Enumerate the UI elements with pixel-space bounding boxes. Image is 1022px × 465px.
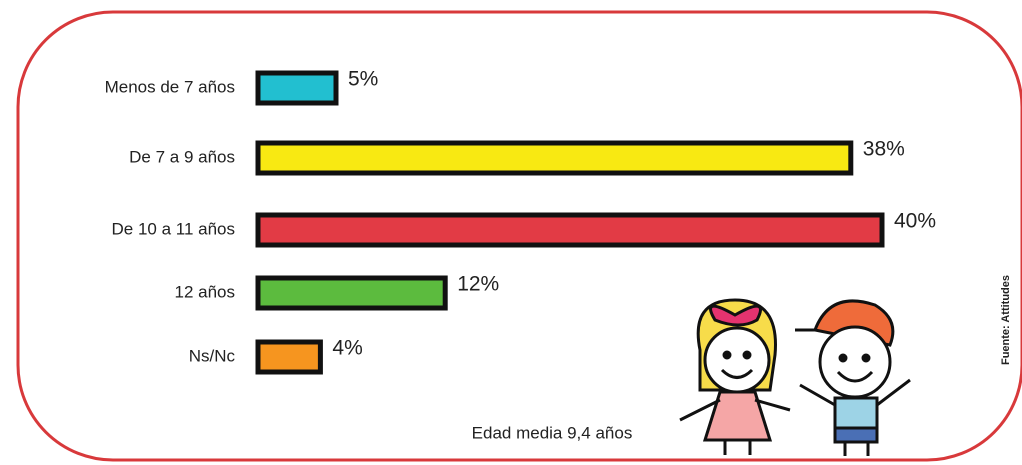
category-label: Menos de 7 años — [105, 77, 235, 96]
annotation: Edad media 9,4 años — [472, 423, 633, 442]
eye — [861, 353, 871, 363]
source: Fuente: Attitudes — [1000, 275, 1012, 365]
smile — [836, 370, 874, 383]
category-label: De 7 a 9 años — [129, 147, 235, 166]
eye — [742, 350, 752, 360]
boy-shirt — [833, 396, 879, 430]
girl-dress — [702, 390, 773, 442]
bar — [255, 70, 339, 106]
legs — [723, 440, 752, 455]
value-label: 5% — [348, 68, 378, 91]
legs — [843, 442, 870, 456]
bar — [255, 275, 448, 311]
bar — [255, 339, 323, 375]
eye — [722, 350, 732, 360]
kids-illustration — [679, 298, 911, 456]
eye — [838, 353, 848, 363]
bar — [255, 212, 885, 248]
value-label: 38% — [863, 138, 905, 161]
value-label: 4% — [332, 337, 362, 360]
frame — [16, 10, 1022, 462]
girl-face — [703, 326, 771, 394]
arms — [799, 378, 911, 407]
value-label: 40% — [894, 210, 936, 233]
arms — [679, 398, 791, 422]
category-label: Ns/Nc — [189, 346, 236, 365]
category-label: De 10 a 11 años — [112, 219, 236, 238]
bar — [255, 140, 854, 176]
boy-face — [818, 325, 892, 399]
category-label: 12 años — [175, 282, 236, 301]
boy-shorts — [833, 426, 879, 444]
smile — [720, 368, 754, 379]
value-label: 12% — [457, 273, 499, 296]
girl-bow — [709, 304, 762, 327]
